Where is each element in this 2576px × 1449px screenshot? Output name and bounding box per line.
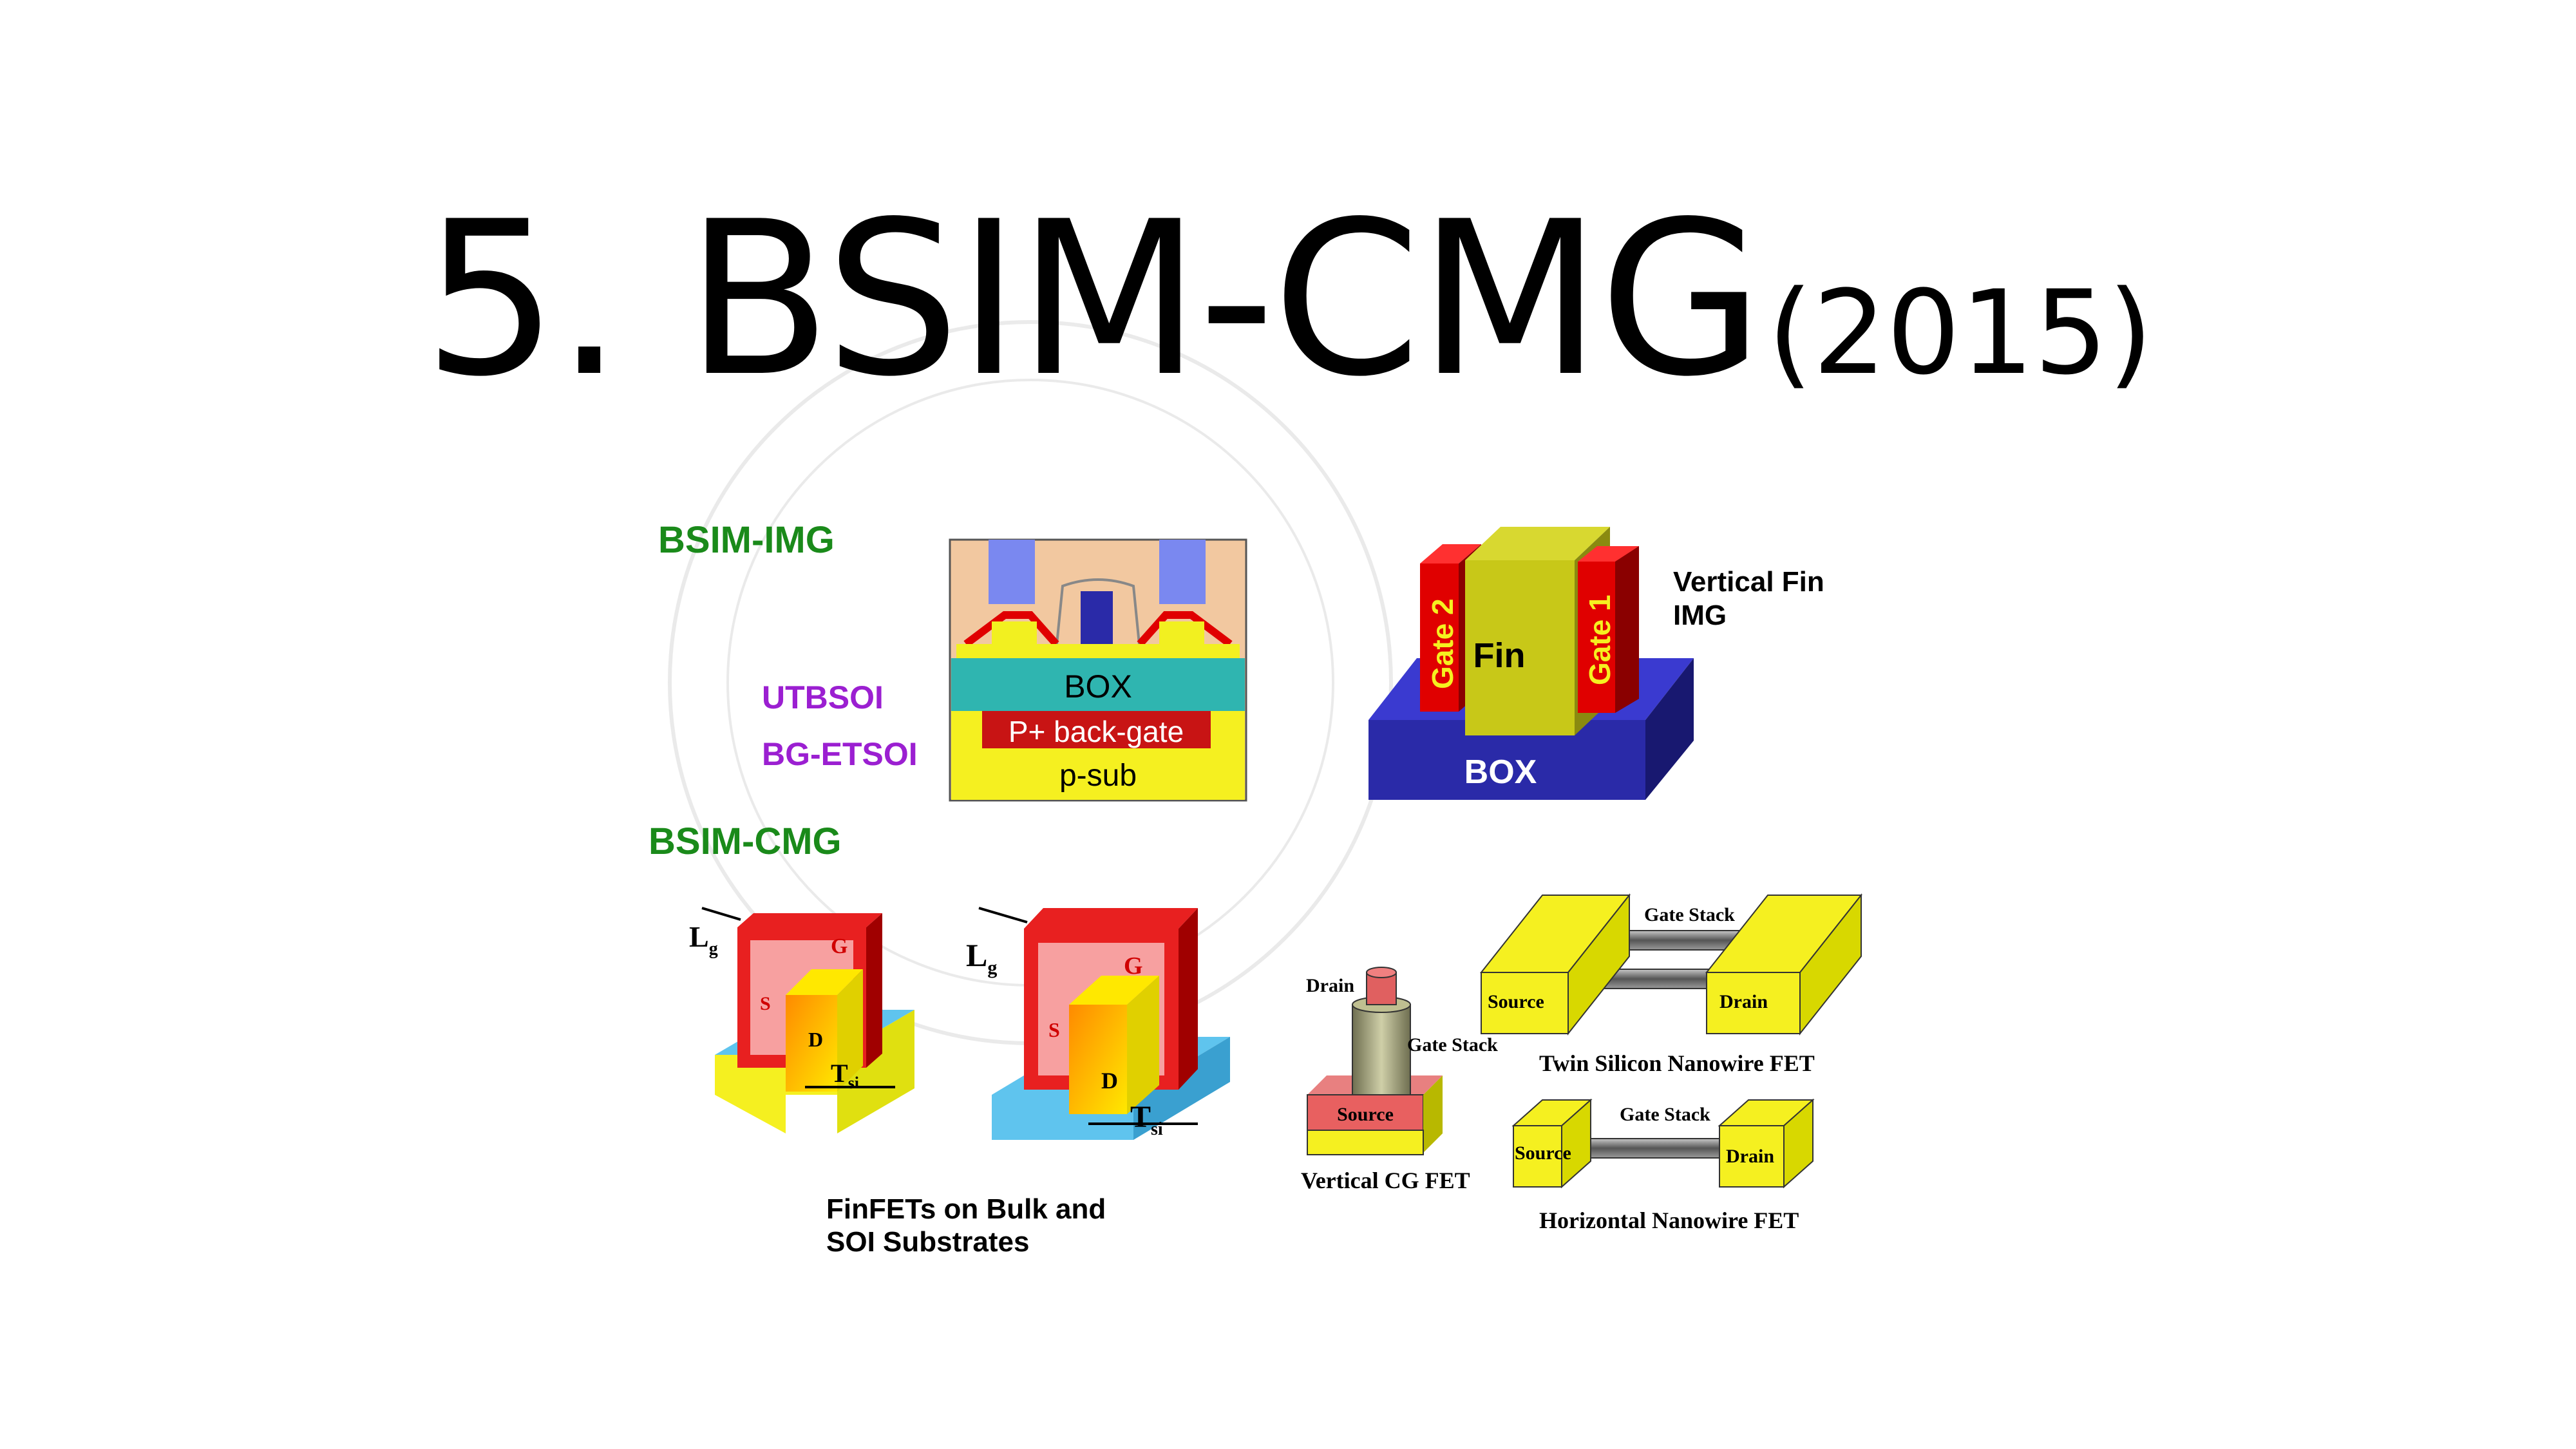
- img-section: BSIM-IMG UTBSOI BG-ETSOI BOX P+ back-gat…: [658, 519, 1824, 802]
- finfet-soi-tsi-label: Tsi: [1130, 1100, 1163, 1139]
- vertical-cg-fet: Drain Gate Stack Source Vertical CG FET: [1301, 967, 1498, 1193]
- twin-source-label: Source: [1488, 991, 1544, 1012]
- finfet-bulk-tsi-label: Tsi: [831, 1059, 859, 1092]
- finfet-bulk-drain-label: D: [808, 1028, 823, 1051]
- img-tech-utbsoi: UTBSOI: [762, 679, 884, 715]
- vcg-drain-label: Drain: [1306, 975, 1354, 996]
- vfin-caption-line1: Vertical Fin: [1673, 566, 1824, 598]
- vertical-fin-img: BOX Gate 2 Fin Gate 1 Vertical Fin IMG: [1368, 527, 1824, 800]
- cmg-heading: BSIM-CMG: [649, 820, 842, 862]
- finfet-bulk-lg-label: Lg: [689, 920, 718, 959]
- img-tech-bgetsoi: BG-ETSOI: [762, 736, 918, 772]
- finfet-caption-line1: FinFETs on Bulk and: [826, 1193, 1106, 1225]
- vfin-gate1-label: Gate 1: [1583, 594, 1616, 685]
- finfet-caption-line2: SOI Substrates: [826, 1226, 1029, 1258]
- vcg-gatestack-label: Gate Stack: [1407, 1034, 1498, 1056]
- finfet-bulk: G S D Lg Tsi: [689, 907, 914, 1133]
- finfet-soi-gate-label: G: [1124, 952, 1143, 980]
- vfin-box-label: BOX: [1464, 753, 1537, 791]
- hnw-gatestack-label: Gate Stack: [1620, 1104, 1710, 1125]
- utbsoi-sub-label: p-sub: [1059, 759, 1137, 793]
- finfet-bulk-gate-label: G: [831, 934, 848, 958]
- finfet-soi-source-label: S: [1048, 1018, 1060, 1041]
- finfet-soi-drain-label: D: [1101, 1068, 1118, 1094]
- hnw-caption: Horizontal Nanowire FET: [1539, 1208, 1799, 1233]
- vcg-caption: Vertical CG FET: [1301, 1168, 1470, 1193]
- cmg-section: BSIM-CMG G S D Lg Tsi: [649, 820, 1863, 1258]
- utbsoi-cross-section: BOX P+ back-gate p-sub: [949, 538, 1247, 802]
- finfet-bulk-source-label: S: [760, 993, 771, 1014]
- title-year: (2015): [1767, 266, 2154, 401]
- twin-gatestack-label: Gate Stack: [1644, 904, 1735, 925]
- hnw-source-label: Source: [1515, 1142, 1571, 1164]
- twin-nanowire-fet: Source Drain Gate Stack Twin Silicon Nan…: [1479, 893, 1863, 1076]
- utbsoi-backgate-label: P+ back-gate: [1009, 715, 1184, 748]
- vcg-source-label: Source: [1337, 1104, 1394, 1125]
- vfin-gate2-label: Gate 2: [1426, 598, 1459, 689]
- vfin-caption-line2: IMG: [1673, 600, 1727, 631]
- utbsoi-box-label: BOX: [1064, 668, 1132, 705]
- horizontal-nanowire-fet: Source Drain Gate Stack Horizontal Nanow…: [1511, 1098, 1815, 1233]
- img-heading: BSIM-IMG: [658, 519, 835, 561]
- hnw-drain-label: Drain: [1726, 1146, 1774, 1167]
- finfet-soi: G S D Lg Tsi: [966, 907, 1230, 1140]
- vfin-fin-label: Fin: [1473, 636, 1526, 675]
- twin-drain-label: Drain: [1719, 991, 1768, 1012]
- title-main: 5. BSIM-CMG: [422, 176, 1764, 423]
- slide-title: 5. BSIM-CMG(2015): [0, 193, 2576, 406]
- twin-caption: Twin Silicon Nanowire FET: [1539, 1050, 1815, 1076]
- finfet-soi-lg-label: Lg: [966, 937, 997, 978]
